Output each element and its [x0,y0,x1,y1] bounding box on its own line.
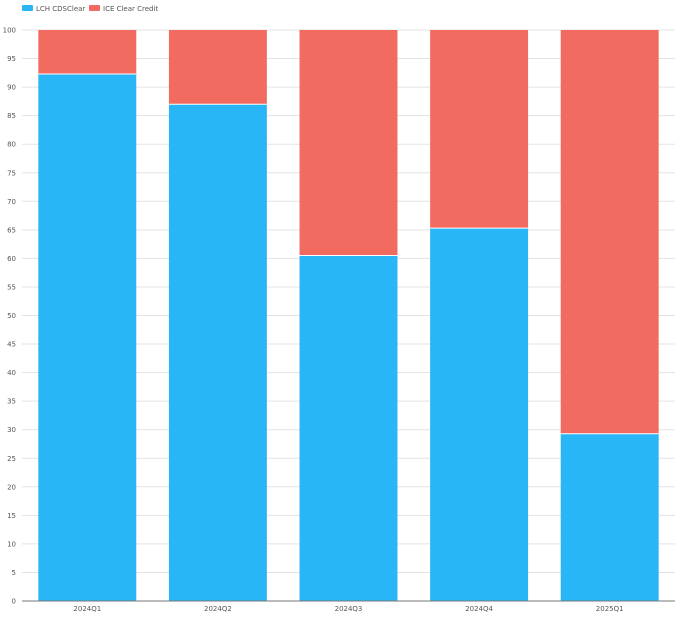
x-tick-label: 2024Q2 [204,605,232,613]
bar-lch-2024Q1 [38,73,137,602]
bar-lch-2025Q1 [560,433,659,601]
y-tick-label: 0 [12,598,16,606]
legend-swatch-1 [22,5,33,11]
y-tick-label: 20 [7,483,16,491]
y-tick-label: 65 [7,226,16,234]
bar-lch-2024Q4 [430,228,529,601]
x-tick-label: 2025Q1 [596,605,624,613]
y-tick-label: 45 [7,341,16,349]
y-tick-label: 15 [7,512,16,520]
bar-lch-2024Q3 [299,255,398,602]
y-tick-label: 80 [7,141,16,149]
bar-ice-2024Q4 [430,30,529,229]
bar-ice-2024Q3 [299,30,398,256]
legend-label-1: LCH CDSClear [36,5,85,13]
y-tick-label: 30 [7,426,16,434]
y-tick-label: 70 [7,198,16,206]
y-tick-label: 5 [12,569,16,577]
legend-swatch-2 [89,5,100,11]
y-tick-label: 75 [7,169,16,177]
y-tick-label: 100 [3,27,16,35]
bar-ice-2025Q1 [560,30,659,434]
bar-ice-2024Q1 [38,30,137,74]
x-tick-label: 2024Q1 [73,605,101,613]
y-tick-label: 35 [7,398,16,406]
x-tick-label: 2024Q3 [335,605,363,613]
y-tick-label: 55 [7,283,16,291]
bar-lch-2024Q2 [168,104,267,601]
y-tick-label: 95 [7,55,16,63]
legend: LCH CDSClear ICE Clear Credit [22,5,158,13]
legend-label-2: ICE Clear Credit [103,5,158,13]
y-tick-label: 25 [7,455,16,463]
y-tick-label: 60 [7,255,16,263]
x-tick-label: 2024Q4 [465,605,493,613]
y-tick-label: 10 [7,540,16,548]
y-tick-label: 85 [7,112,16,120]
y-tick-label: 50 [7,312,16,320]
x-axis-ticks: 2024Q1 2024Q2 2024Q3 2024Q4 2025Q1 [73,605,623,613]
y-axis-ticks: 0 5 10 15 20 25 30 35 40 45 50 55 60 65 70 75 80 85 90 95 10… [3,27,16,606]
bar-ice-2024Q2 [168,30,267,105]
y-tick-label: 90 [7,84,16,92]
bars [38,30,659,602]
y-tick-label: 40 [7,369,16,377]
